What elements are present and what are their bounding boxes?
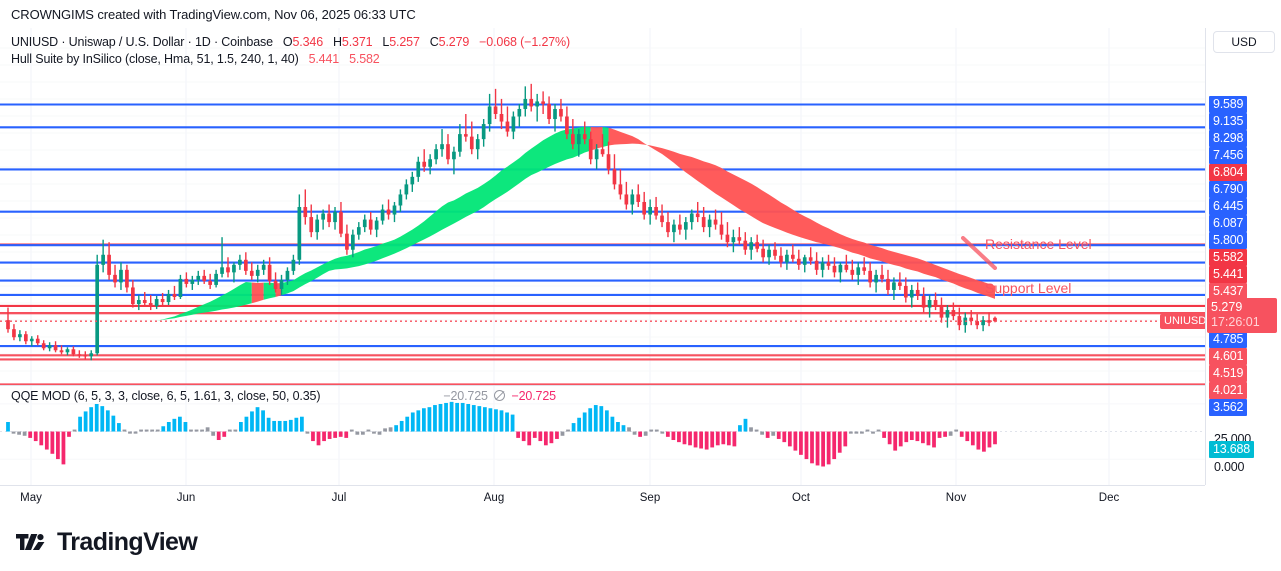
- time-axis-label: Dec: [1098, 492, 1120, 504]
- tradingview-mark-icon: [16, 534, 45, 550]
- credit-bar: CROWNGIMS created with TradingView.com, …: [0, 0, 1281, 28]
- footer: TradingView: [0, 513, 1281, 571]
- price-axis-label: 6.087: [1209, 215, 1248, 232]
- price-axis-label: 8.298: [1209, 130, 1248, 147]
- time-axis[interactable]: May Jun Jul Aug Sep Oct Nov Dec: [0, 485, 1205, 513]
- price-axis-label: 7.456: [1209, 147, 1248, 164]
- time-axis-label: Jun: [176, 492, 196, 504]
- qqe-mod-pane[interactable]: QQE MOD (6, 5, 3, 3, close, 6, 5, 1.61, …: [0, 385, 1205, 485]
- time-axis-label: Nov: [945, 492, 967, 504]
- price-axis-label: 6.445: [1209, 198, 1248, 215]
- price-axis-label: 9.589: [1209, 96, 1248, 113]
- tradingview-logo[interactable]: TradingView: [16, 527, 198, 557]
- price-axis-label: 5.800: [1209, 232, 1248, 249]
- price-axis-label: 5.437: [1209, 283, 1248, 300]
- price-axis-label: 13.688: [1209, 441, 1255, 458]
- main-chart-pane[interactable]: UNIUSD · Uniswap / U.S. Dollar · 1D · Co…: [0, 28, 1205, 385]
- price-chart-canvas[interactable]: [0, 28, 1205, 385]
- time-axis-label: May: [20, 492, 42, 504]
- price-axis-label: 4.021: [1209, 382, 1248, 399]
- price-axis-label: 4.601: [1209, 348, 1248, 365]
- bar-countdown: 17:26:01: [1211, 315, 1260, 329]
- tradingview-wordmark: TradingView: [57, 527, 198, 556]
- qqe-histogram-canvas[interactable]: [0, 386, 1205, 485]
- current-price-value: 5.279: [1211, 300, 1243, 314]
- price-axis-label: 4.785: [1209, 331, 1248, 348]
- current-price-tag: 5.279 17:26:01: [1207, 298, 1277, 333]
- price-axis-label: 5.582: [1209, 249, 1248, 266]
- currency-unit-box[interactable]: USD: [1213, 31, 1275, 53]
- price-axis-label: 0.000: [1214, 460, 1245, 474]
- time-axis-label: Sep: [639, 492, 661, 504]
- price-axis[interactable]: USD 9.589 9.135 8.298 7.456 6.804 6.790 6.445 6…: [1205, 28, 1281, 485]
- time-axis-label: Jul: [331, 492, 347, 504]
- time-axis-label: Aug: [483, 492, 505, 504]
- price-axis-label: 5.441: [1209, 266, 1248, 283]
- price-axis-label: 9.135: [1209, 113, 1248, 130]
- price-axis-label: 4.519: [1209, 365, 1248, 382]
- price-axis-label: 3.562: [1209, 399, 1248, 416]
- credit-text: CROWNGIMS created with TradingView.com, …: [11, 6, 416, 22]
- price-axis-label: 6.804: [1209, 164, 1248, 181]
- price-axis-label: 6.790: [1209, 181, 1248, 198]
- time-axis-label: Oct: [792, 492, 810, 504]
- price-line-symbol-badge: UNIUSD: [1160, 314, 1205, 330]
